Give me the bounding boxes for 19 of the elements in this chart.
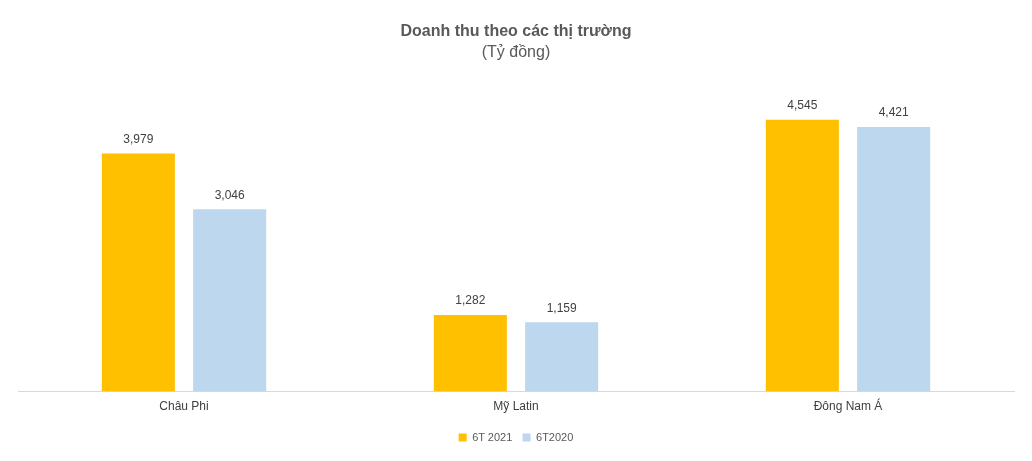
chart-title: Doanh thu theo các thị trường xyxy=(400,22,632,40)
chart-subtitle: (Tỷ đồng) xyxy=(481,43,551,61)
data-label: 3,046 xyxy=(214,187,245,202)
x-tick-label: Đông Nam Á xyxy=(813,398,883,414)
bar xyxy=(765,119,839,392)
data-label: 3,979 xyxy=(123,131,154,146)
data-label: 1,159 xyxy=(546,300,577,315)
x-tick-label: Mỹ Latin xyxy=(493,399,539,414)
legend-label: 6T2020 xyxy=(536,430,574,443)
bar xyxy=(101,153,175,392)
data-label: 4,545 xyxy=(787,97,818,112)
bar xyxy=(433,314,507,392)
legend-label: 6T 2021 xyxy=(472,430,513,443)
data-label: 1,282 xyxy=(455,293,486,308)
bar xyxy=(193,209,267,392)
bar xyxy=(857,127,931,392)
bar xyxy=(525,322,599,392)
data-label: 4,421 xyxy=(878,105,909,120)
x-tick-label: Châu Phi xyxy=(159,399,209,414)
